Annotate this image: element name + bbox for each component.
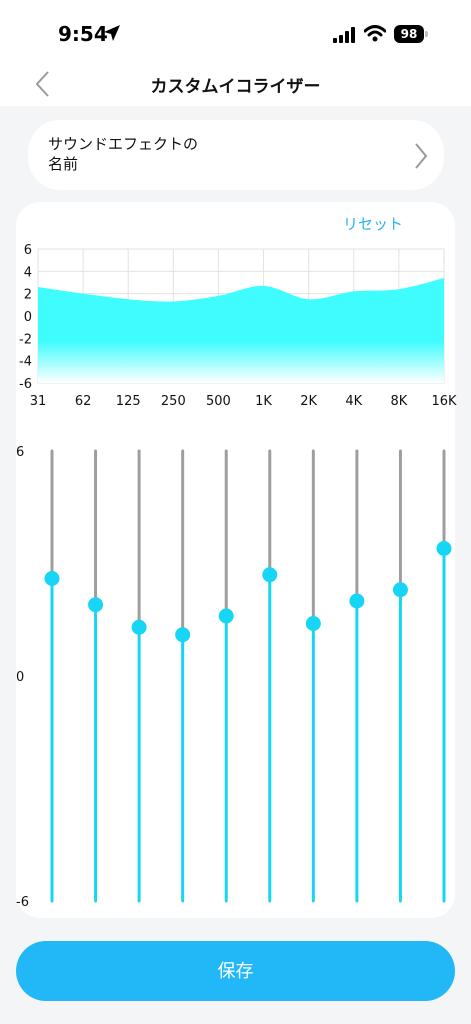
curve-x-tick-label: 2K bbox=[300, 394, 317, 409]
curve-x-tick-label: 8K bbox=[390, 394, 407, 409]
status-time: 9:54 bbox=[58, 22, 108, 46]
slider-knob-8K[interactable] bbox=[392, 582, 408, 598]
battery-icon: 98 bbox=[394, 25, 424, 43]
curve-x-tick-label: 31 bbox=[30, 394, 47, 409]
wifi-icon bbox=[364, 25, 386, 42]
slider-knob-31[interactable] bbox=[44, 571, 60, 586]
curve-y-tick-label: 0 bbox=[24, 310, 32, 325]
curve-y-tick-label: -2 bbox=[19, 332, 32, 347]
nav-bar: カスタムイコライザー bbox=[0, 62, 471, 106]
curve-y-tick-label: -4 bbox=[19, 355, 32, 370]
sound-effect-name-label: サウンドエフェクトの名前 bbox=[48, 135, 199, 173]
battery-tip bbox=[425, 31, 428, 37]
curve-y-tick-label: 2 bbox=[24, 288, 32, 303]
chevron-left-icon[interactable] bbox=[30, 68, 54, 100]
curve-x-tick-label: 4K bbox=[345, 394, 362, 409]
chevron-right-icon bbox=[415, 143, 428, 169]
eq-curve-area bbox=[38, 278, 444, 383]
curve-y-tick-label: 6 bbox=[24, 243, 32, 258]
slider-knob-500[interactable] bbox=[218, 608, 234, 624]
slider-scale-label: 6 bbox=[16, 445, 24, 460]
curve-x-tick-label: 125 bbox=[116, 394, 141, 409]
slider-knob-1K[interactable] bbox=[262, 567, 278, 583]
slider-knob-250[interactable] bbox=[175, 627, 191, 643]
slider-knob-16K[interactable] bbox=[436, 541, 452, 556]
status-bar: 9:54 98 bbox=[0, 0, 471, 62]
curve-x-tick-label: 1K bbox=[255, 394, 272, 409]
curve-x-tick-label: 500 bbox=[206, 394, 231, 409]
curve-x-tick-label: 16K bbox=[431, 394, 457, 409]
curve-x-tick-label: 62 bbox=[75, 394, 92, 409]
battery-level: 98 bbox=[400, 27, 418, 41]
slider-knob-4K[interactable] bbox=[349, 593, 365, 609]
cellular-signal-icon bbox=[333, 27, 355, 43]
curve-y-tick-label: 4 bbox=[24, 265, 32, 280]
reset-button[interactable]: リセット bbox=[343, 215, 404, 233]
slider-scale-label: -6 bbox=[16, 895, 29, 910]
curve-y-tick-label: -6 bbox=[19, 377, 32, 392]
curve-x-tick-label: 250 bbox=[161, 394, 186, 409]
slider-knob-125[interactable] bbox=[131, 619, 147, 635]
slider-scale-label: 0 bbox=[16, 670, 24, 685]
page-title: カスタムイコライザー bbox=[150, 77, 321, 97]
sound-effect-name-row[interactable]: サウンドエフェクトの名前 bbox=[28, 120, 444, 190]
slider-knob-62[interactable] bbox=[88, 597, 104, 613]
save-button[interactable]: 保存 bbox=[16, 941, 455, 1001]
location-arrow-icon bbox=[104, 25, 120, 41]
slider-knob-2K[interactable] bbox=[305, 616, 321, 631]
